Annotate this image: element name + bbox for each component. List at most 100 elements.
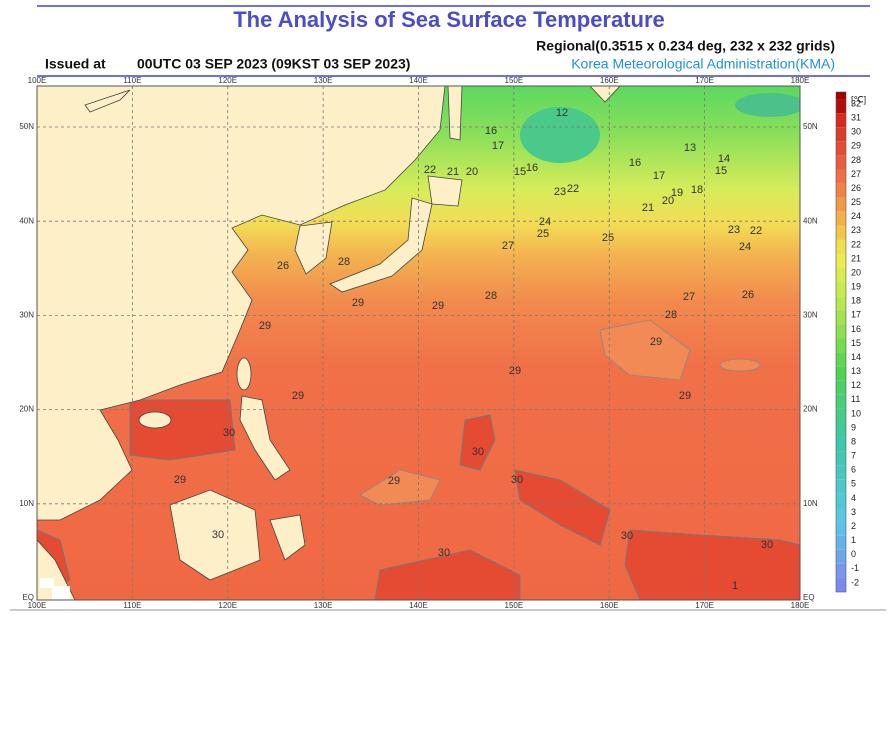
colorbar-cell [836, 563, 846, 578]
colorbar-label: 18 [851, 296, 861, 306]
colorbar-cell [836, 268, 846, 283]
cooler-patches [359, 319, 761, 506]
issued-time: 00UTC 03 SEP 2023 (09KST 03 SEP 2023) [137, 56, 410, 72]
contour-label: 29 [174, 474, 186, 486]
lon-label-top: 100E [28, 76, 47, 85]
lat-label-left: 20N [19, 405, 34, 414]
contour-label: 30 [621, 530, 633, 542]
lon-label-bottom: 130E [314, 601, 333, 610]
lon-label-top: 140E [409, 76, 428, 85]
colorbar-label: 3 [851, 507, 856, 517]
contour-label: 30 [438, 547, 450, 559]
contour-label: 23 [554, 186, 566, 198]
contour-label: 17 [492, 140, 504, 152]
land [37, 86, 621, 600]
colorbar-cell [836, 437, 846, 452]
lon-label-top: 160E [600, 76, 619, 85]
colorbar-cell [836, 310, 846, 325]
contour-label: 15 [514, 166, 526, 178]
colorbar-label: 2 [851, 521, 856, 531]
lon-label-bottom: 120E [218, 601, 237, 610]
lon-label-top: 180E [791, 76, 810, 85]
colorbar-label: 10 [851, 408, 861, 418]
colorbar-label: 5 [851, 479, 856, 489]
contour-label: 20 [662, 195, 674, 207]
colorbar-label: 32 [851, 98, 861, 108]
contour-label: 20 [466, 166, 478, 178]
lon-label-top: 110E [123, 76, 141, 85]
contour-label: 30 [511, 474, 523, 486]
colorbar-cell [836, 225, 846, 240]
lat-label-right: 50N [803, 122, 818, 131]
contour-label: 26 [277, 260, 289, 272]
colorbar-label: 25 [851, 197, 861, 207]
colorbar-cell [836, 169, 846, 184]
colorbar-label: 17 [851, 310, 861, 320]
colorbar-top [836, 92, 846, 100]
contour-label: 29 [650, 336, 662, 348]
colorbar-cell [836, 507, 846, 522]
colorbar-cell [836, 422, 846, 438]
colorbar-cell [836, 183, 846, 198]
contour-labels: 12 16 17 20 21 22 15 16 23 22 13 14 15 1… [174, 107, 773, 592]
lat-label-right: 40N [803, 216, 818, 225]
colorbar-label: 30 [851, 127, 861, 137]
lon-label-top: 170E [695, 76, 714, 85]
colorbar-cell [836, 479, 846, 494]
colorbar-cell [836, 451, 846, 466]
colorbar-cell [836, 408, 846, 423]
colorbar-cell [836, 366, 846, 381]
title: The Analysis of Sea Surface Temperature [233, 7, 665, 32]
contour-label: 27 [683, 291, 695, 303]
contour-label: 14 [718, 153, 730, 165]
lon-label-bottom: 160E [600, 601, 619, 610]
contour-label: 29 [432, 300, 444, 312]
contour-label: 1 [732, 580, 738, 592]
contour-label: 29 [509, 365, 521, 377]
lon-label-bottom: 110E [123, 601, 141, 610]
colorbar-label: 28 [851, 155, 861, 165]
contour-label: 28 [485, 290, 497, 302]
contour-label: 15 [715, 165, 727, 177]
contour-label: 23 [728, 224, 740, 236]
lat-label-right: 30N [803, 311, 818, 320]
lon-label-bottom: 140E [409, 601, 428, 610]
contour-label: 29 [679, 390, 691, 402]
colorbar-label: 31 [851, 113, 861, 123]
colorbar: [℃] 323130292827262524232221201918171615… [835, 91, 866, 593]
colorbar-label: 29 [851, 141, 861, 151]
lon-label-top: 130E [314, 76, 333, 85]
contour-label: 29 [352, 297, 364, 309]
lon-label-bottom: 170E [695, 601, 714, 610]
contour-label: 18 [691, 184, 703, 196]
colorbar-label: -2 [851, 577, 859, 587]
contour-label: 29 [292, 390, 304, 402]
lat-label-right: EQ [803, 593, 815, 602]
colorbar-label: 19 [851, 282, 861, 292]
colorbar-cell [836, 296, 846, 311]
colorbar-cell [836, 197, 846, 212]
colorbar-cell [836, 155, 846, 170]
colorbar-cell [836, 113, 846, 128]
colorbar-label: 14 [851, 352, 861, 362]
colorbar-cell [836, 211, 846, 226]
colorbar-cell [836, 239, 846, 254]
map-frame [36, 85, 801, 601]
contour-label: 13 [684, 142, 696, 154]
colorbar-cell [836, 535, 846, 550]
colorbar-cell [836, 282, 846, 297]
contour-label: 22 [750, 225, 762, 237]
colorbar-label: 4 [851, 493, 856, 503]
colorbar-cell [836, 521, 846, 536]
colorbar-label: -1 [851, 563, 859, 573]
cold-pool [520, 107, 600, 163]
colorbar-label: 24 [851, 211, 861, 221]
colorbar-label: 23 [851, 225, 861, 235]
contour-label: 26 [742, 289, 754, 301]
contour-label: 22 [567, 183, 579, 195]
contour-label: 30 [223, 427, 235, 439]
contour-label: 21 [642, 202, 654, 214]
colorbar-label: 7 [851, 451, 856, 461]
